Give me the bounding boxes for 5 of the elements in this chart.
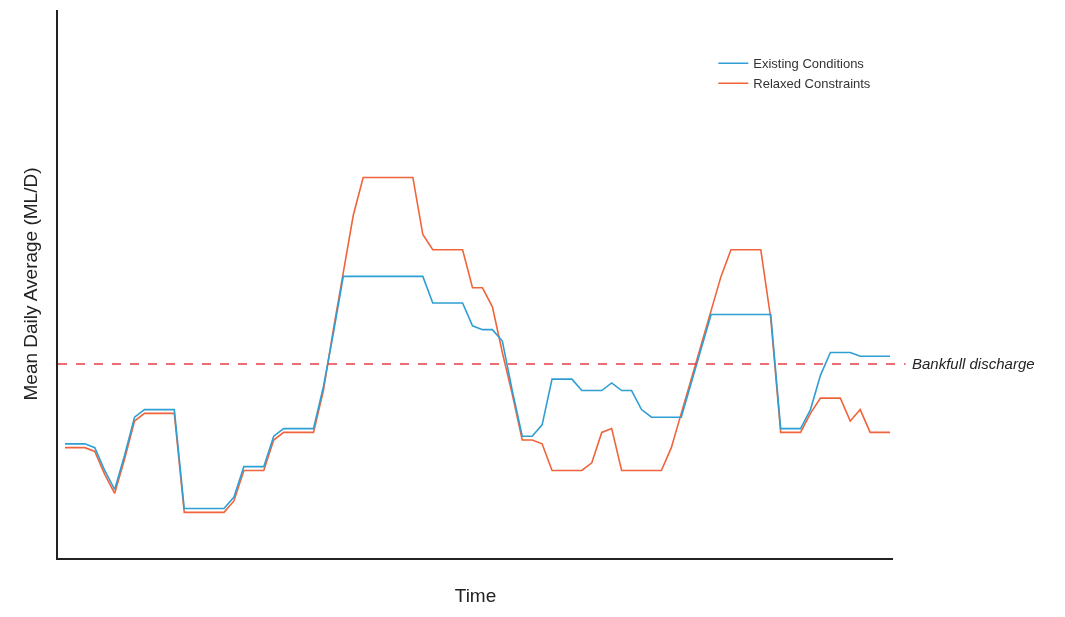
legend-label: Existing Conditions [753,56,865,72]
y-axis-title: Mean Daily Average (ML/D) [19,167,41,401]
legend-label: Relaxed Constraints [753,76,871,92]
x-axis-title: Time [454,585,497,607]
ref-line-label: Bankfull discharge [912,355,1035,372]
